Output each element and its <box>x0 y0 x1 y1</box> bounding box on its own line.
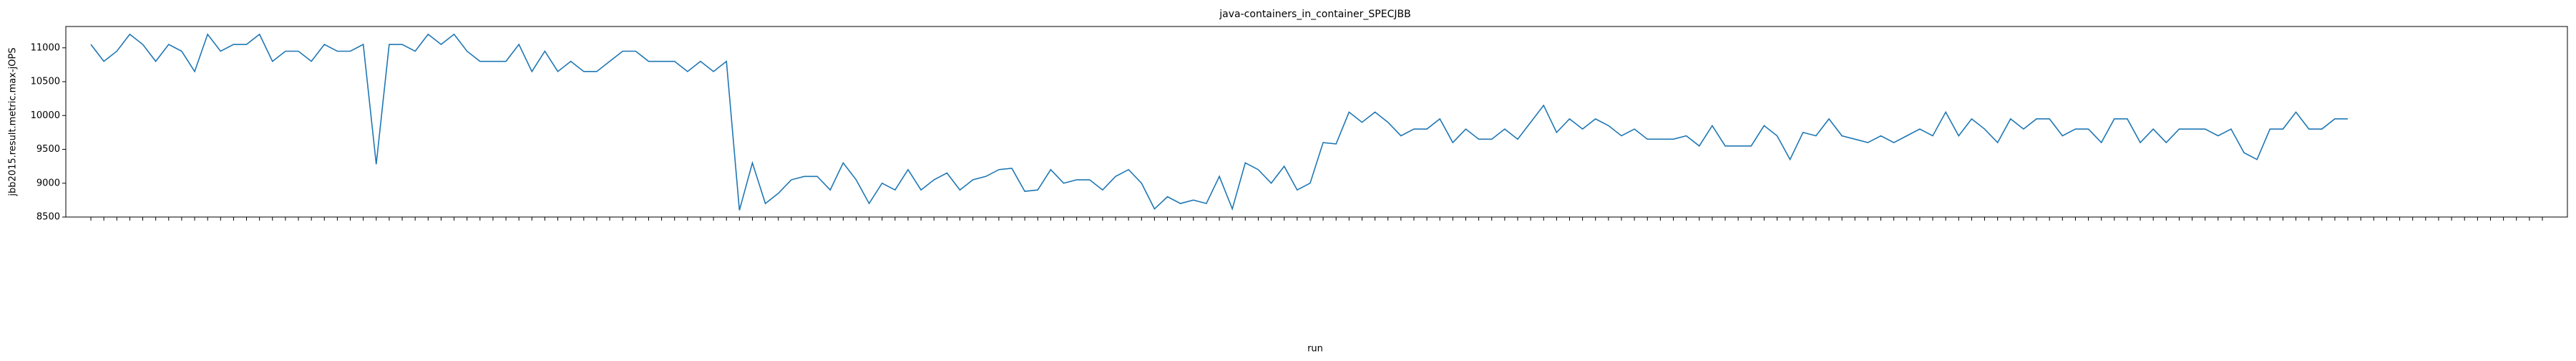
x-axis-label: run <box>1307 344 1323 355</box>
y-tick-label: 11000 <box>31 42 60 53</box>
line <box>90 33 2348 211</box>
y-tick-label: 10500 <box>31 77 60 87</box>
y-tick-label: 8500 <box>36 212 60 223</box>
y-axis-label: jbb2015.result.metric.max-jOPS <box>8 47 19 196</box>
chart-title: java-containers_in_container_SPECJBB <box>1219 9 1410 20</box>
y-tick-label: 9500 <box>36 144 60 155</box>
y-tick-label: 9000 <box>36 178 60 188</box>
plot-frame <box>65 26 2568 218</box>
y-tick-label: 10000 <box>31 110 60 121</box>
